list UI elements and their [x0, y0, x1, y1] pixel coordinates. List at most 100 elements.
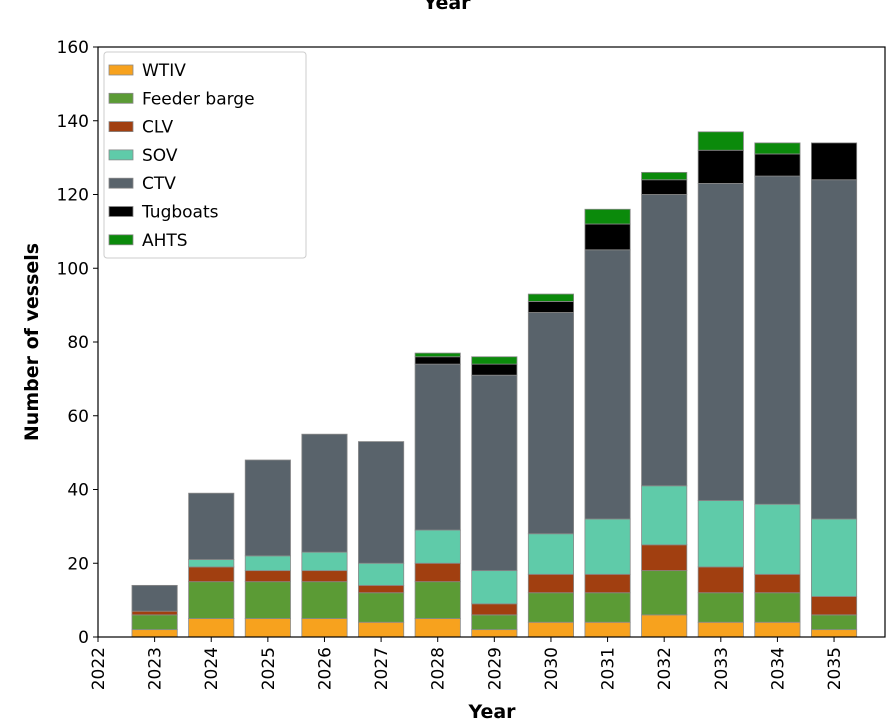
bar-segment: [754, 621, 801, 638]
bar-segment: [527, 592, 574, 623]
bar-segment: [527, 573, 574, 594]
bar-segment: [244, 555, 291, 572]
bar-segment: [754, 503, 801, 575]
bar-segment: [697, 621, 744, 638]
bar-segment: [471, 570, 518, 605]
bar-segment: [471, 603, 518, 616]
legend-swatch: [108, 149, 134, 161]
bar-segment: [641, 171, 688, 181]
bar-segment: [697, 131, 744, 151]
bar-segment: [810, 614, 858, 631]
x-tick-label: 2035: [825, 647, 845, 690]
bar-segment: [131, 610, 178, 616]
legend-label: SOV: [142, 146, 178, 166]
legend-box: [103, 51, 307, 259]
bar-segment: [301, 581, 348, 619]
bar-segment: [131, 629, 178, 638]
bar-segment: [414, 581, 461, 619]
bar-segment: [244, 581, 291, 619]
x-tick-label: 2030: [542, 647, 562, 690]
chart-title: Year: [422, 0, 471, 14]
bar-segment: [584, 208, 631, 225]
bar-segment: [131, 614, 178, 631]
bar-segment: [188, 618, 235, 638]
bar-segment: [301, 551, 348, 572]
y-tick-label: 60: [67, 407, 89, 427]
bar-segment: [244, 459, 291, 557]
x-tick-label: 2032: [655, 647, 675, 690]
x-tick-label: 2024: [202, 647, 222, 690]
bar-segment: [358, 441, 405, 564]
bar-segment: [641, 544, 688, 572]
bar-segment: [301, 618, 348, 638]
legend-swatch: [108, 206, 134, 217]
bar-segment: [301, 433, 348, 553]
bar-segment: [754, 573, 801, 594]
bar-segment: [188, 492, 235, 560]
y-axis-label: Number of vessels: [21, 243, 43, 441]
bar-segment: [244, 618, 291, 638]
bar-segment: [527, 293, 574, 302]
legend-label: CTV: [142, 174, 176, 194]
bar-segment: [471, 614, 518, 631]
bar-segment: [131, 584, 178, 612]
bar-segment: [641, 194, 688, 487]
y-tick-label: 160: [57, 38, 89, 58]
bar-segment: [584, 518, 631, 575]
legend-label: Tugboats: [141, 203, 219, 223]
bar-segment: [810, 596, 858, 616]
bar-segment: [584, 223, 631, 251]
bar-segment: [641, 485, 688, 546]
bar-segment: [358, 621, 405, 638]
x-tick-label: 2025: [259, 647, 279, 690]
x-tick-label: 2033: [712, 647, 732, 690]
bar-segment: [697, 566, 744, 594]
bar-segment: [358, 562, 405, 586]
bar-segment: [584, 592, 631, 623]
x-tick-label: 2026: [315, 647, 335, 690]
x-tick-label: 2034: [768, 647, 788, 690]
bar-segment: [414, 356, 461, 365]
x-tick-label: 2031: [599, 647, 619, 690]
bar-segment: [414, 562, 461, 583]
y-tick-label: 140: [57, 112, 89, 132]
bar-segment: [810, 142, 858, 181]
y-tick-label: 40: [67, 481, 89, 501]
legend-swatch: [108, 92, 134, 104]
bar-segment: [697, 149, 744, 184]
bar-segment: [301, 570, 348, 583]
bar-segment: [810, 179, 858, 520]
bar-segment: [641, 179, 688, 195]
bar-segment: [697, 183, 744, 501]
bar-segment: [641, 614, 688, 638]
bar-segment: [471, 374, 518, 572]
bar-segment: [810, 518, 858, 597]
x-axis-label: Year: [467, 701, 516, 723]
legend-label: WTIV: [142, 61, 186, 81]
y-tick-label: 120: [57, 186, 89, 206]
bar-segment: [414, 363, 461, 531]
bar-segment: [188, 566, 235, 583]
y-tick-label: 0: [78, 628, 89, 648]
bar-segment: [584, 621, 631, 638]
y-tick-label: 100: [57, 259, 89, 279]
bar-segment: [414, 529, 461, 564]
bar-segment: [641, 570, 688, 616]
bar-segment: [697, 500, 744, 568]
legend-swatch: [108, 177, 134, 189]
bar-segment: [358, 592, 405, 623]
bar-segment: [527, 621, 574, 638]
x-tick-label: 2029: [485, 647, 505, 690]
bar-segment: [414, 618, 461, 638]
bar-segment: [414, 352, 461, 358]
bar-segment: [584, 249, 631, 520]
y-tick-label: 80: [67, 333, 89, 353]
legend-swatch: [108, 121, 134, 132]
legend-label: AHTS: [142, 231, 188, 251]
bar-segment: [188, 581, 235, 619]
bar-segment: [188, 559, 235, 568]
bar-segment: [527, 312, 574, 535]
bar-segment: [471, 363, 518, 376]
bar-segment: [584, 573, 631, 594]
